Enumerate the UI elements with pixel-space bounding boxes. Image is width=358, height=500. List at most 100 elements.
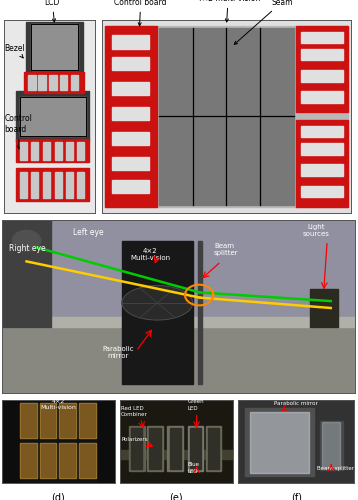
Polygon shape bbox=[105, 26, 157, 206]
Polygon shape bbox=[40, 404, 57, 438]
Text: Bezel: Bezel bbox=[5, 44, 25, 58]
Polygon shape bbox=[43, 142, 50, 160]
Text: Control
board: Control board bbox=[5, 114, 32, 149]
Polygon shape bbox=[40, 443, 57, 478]
Text: LED: LED bbox=[188, 406, 198, 411]
Polygon shape bbox=[238, 400, 354, 482]
Polygon shape bbox=[66, 142, 73, 160]
Polygon shape bbox=[20, 142, 27, 160]
Polygon shape bbox=[20, 172, 27, 198]
Polygon shape bbox=[245, 408, 314, 476]
Polygon shape bbox=[71, 75, 78, 90]
Polygon shape bbox=[322, 422, 340, 469]
Polygon shape bbox=[59, 443, 76, 478]
Polygon shape bbox=[66, 172, 73, 198]
Polygon shape bbox=[55, 172, 62, 198]
Text: Parabolic mirror: Parabolic mirror bbox=[274, 401, 318, 406]
Polygon shape bbox=[122, 286, 193, 320]
Polygon shape bbox=[38, 75, 45, 90]
Polygon shape bbox=[301, 143, 343, 155]
Text: (b): (b) bbox=[219, 230, 233, 240]
Polygon shape bbox=[149, 428, 160, 470]
Polygon shape bbox=[60, 75, 68, 90]
Polygon shape bbox=[250, 412, 309, 472]
Text: (d): (d) bbox=[51, 492, 65, 500]
Polygon shape bbox=[301, 186, 343, 197]
Polygon shape bbox=[41, 444, 55, 476]
Text: Green: Green bbox=[188, 400, 204, 404]
Text: Light
sources: Light sources bbox=[303, 224, 330, 236]
Text: (c): (c) bbox=[172, 403, 185, 413]
Polygon shape bbox=[112, 106, 149, 120]
Polygon shape bbox=[319, 420, 343, 470]
Polygon shape bbox=[98, 400, 115, 482]
Polygon shape bbox=[167, 426, 183, 471]
Text: Control board: Control board bbox=[115, 0, 167, 26]
Polygon shape bbox=[43, 172, 50, 198]
Polygon shape bbox=[112, 82, 149, 95]
Polygon shape bbox=[112, 180, 149, 193]
Polygon shape bbox=[131, 428, 142, 470]
Polygon shape bbox=[41, 404, 55, 437]
Polygon shape bbox=[105, 26, 348, 206]
Polygon shape bbox=[112, 156, 149, 170]
Polygon shape bbox=[77, 142, 84, 160]
Polygon shape bbox=[31, 172, 38, 198]
Polygon shape bbox=[49, 75, 57, 90]
Polygon shape bbox=[301, 32, 343, 43]
Text: Right eye: Right eye bbox=[9, 244, 45, 253]
Text: Polarizers: Polarizers bbox=[121, 437, 147, 442]
Polygon shape bbox=[205, 426, 221, 471]
Text: Red LED: Red LED bbox=[121, 406, 144, 411]
Text: Left eye: Left eye bbox=[73, 228, 103, 236]
Text: Combiner: Combiner bbox=[121, 412, 148, 418]
Text: LED: LED bbox=[188, 468, 198, 473]
Polygon shape bbox=[198, 240, 202, 384]
Text: LCD: LCD bbox=[45, 0, 60, 22]
Polygon shape bbox=[208, 428, 219, 470]
Polygon shape bbox=[301, 49, 343, 60]
Polygon shape bbox=[20, 97, 86, 136]
Polygon shape bbox=[16, 140, 90, 162]
Text: (a): (a) bbox=[42, 230, 56, 240]
Polygon shape bbox=[77, 172, 84, 198]
Polygon shape bbox=[20, 443, 37, 478]
Polygon shape bbox=[80, 444, 95, 476]
Polygon shape bbox=[129, 426, 145, 471]
Text: Blue: Blue bbox=[188, 462, 200, 467]
Polygon shape bbox=[120, 450, 233, 460]
Polygon shape bbox=[24, 72, 84, 93]
Polygon shape bbox=[301, 91, 343, 103]
Text: 4×2 multi-vision: 4×2 multi-vision bbox=[197, 0, 260, 22]
Polygon shape bbox=[301, 70, 343, 82]
Polygon shape bbox=[20, 404, 37, 438]
Polygon shape bbox=[28, 75, 35, 90]
Text: Seam: Seam bbox=[234, 0, 293, 44]
Polygon shape bbox=[122, 240, 193, 384]
Polygon shape bbox=[112, 132, 149, 145]
Text: 4×2
Multi-vision: 4×2 Multi-vision bbox=[40, 400, 76, 410]
Polygon shape bbox=[296, 120, 348, 206]
Polygon shape bbox=[310, 289, 338, 327]
Polygon shape bbox=[16, 91, 90, 142]
Polygon shape bbox=[296, 26, 348, 113]
Polygon shape bbox=[188, 426, 203, 471]
Polygon shape bbox=[31, 142, 38, 160]
Polygon shape bbox=[301, 126, 343, 138]
Polygon shape bbox=[79, 404, 96, 438]
Polygon shape bbox=[112, 36, 149, 49]
Polygon shape bbox=[80, 404, 95, 437]
Polygon shape bbox=[112, 56, 149, 70]
Polygon shape bbox=[147, 426, 163, 471]
Polygon shape bbox=[190, 428, 201, 470]
Text: (f): (f) bbox=[291, 492, 302, 500]
Polygon shape bbox=[61, 404, 75, 437]
Polygon shape bbox=[31, 24, 78, 70]
Polygon shape bbox=[16, 168, 90, 201]
Polygon shape bbox=[21, 404, 35, 437]
Polygon shape bbox=[79, 443, 96, 478]
Text: Parabolic
mirror: Parabolic mirror bbox=[103, 346, 134, 359]
Polygon shape bbox=[301, 164, 343, 176]
Polygon shape bbox=[26, 22, 83, 76]
Polygon shape bbox=[2, 220, 355, 320]
